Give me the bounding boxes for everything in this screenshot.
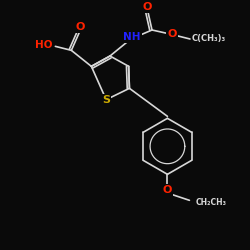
Text: NH: NH bbox=[123, 32, 141, 42]
Text: O: O bbox=[76, 22, 85, 32]
Text: S: S bbox=[102, 95, 110, 105]
Text: C(CH₃)₃: C(CH₃)₃ bbox=[192, 34, 226, 43]
Text: CH₂CH₃: CH₂CH₃ bbox=[196, 198, 226, 207]
Text: HO: HO bbox=[35, 40, 52, 50]
Text: O: O bbox=[167, 29, 177, 39]
Text: O: O bbox=[142, 2, 152, 12]
Text: O: O bbox=[163, 185, 172, 195]
